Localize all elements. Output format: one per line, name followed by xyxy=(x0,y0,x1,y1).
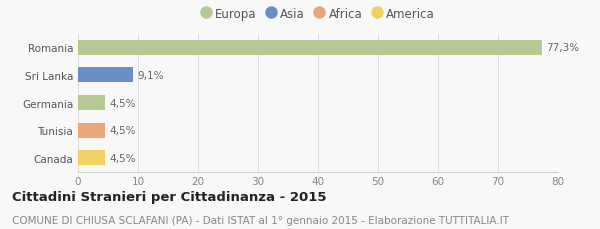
Text: 4,5%: 4,5% xyxy=(110,125,136,136)
Text: 9,1%: 9,1% xyxy=(137,71,164,81)
Text: COMUNE DI CHIUSA SCLAFANI (PA) - Dati ISTAT al 1° gennaio 2015 - Elaborazione TU: COMUNE DI CHIUSA SCLAFANI (PA) - Dati IS… xyxy=(12,215,509,225)
Text: 4,5%: 4,5% xyxy=(110,98,136,108)
Text: 4,5%: 4,5% xyxy=(110,153,136,163)
Text: 77,3%: 77,3% xyxy=(547,43,580,53)
Bar xyxy=(78,150,105,166)
Text: Cittadini Stranieri per Cittadinanza - 2015: Cittadini Stranieri per Cittadinanza - 2… xyxy=(12,190,326,203)
Bar xyxy=(78,123,105,138)
Bar xyxy=(78,95,105,111)
Bar xyxy=(78,41,542,56)
Legend: Europa, Asia, Africa, America: Europa, Asia, Africa, America xyxy=(196,3,440,26)
Bar xyxy=(78,68,133,83)
